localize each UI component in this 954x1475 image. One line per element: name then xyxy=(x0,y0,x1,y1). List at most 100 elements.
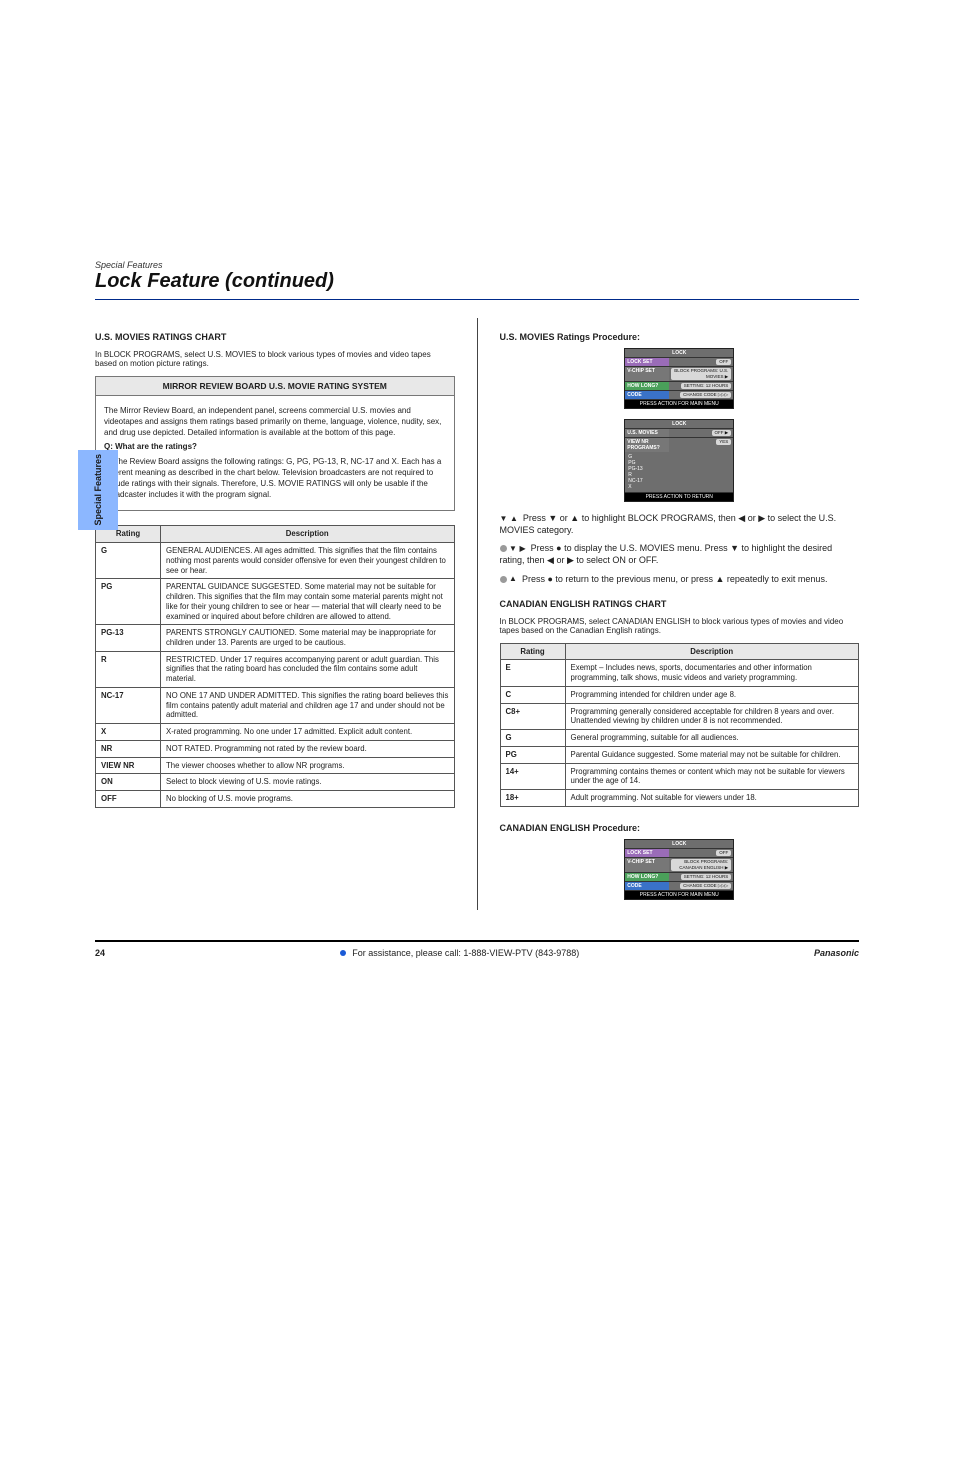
rating-desc: Programming intended for children under … xyxy=(565,686,859,703)
step-text: Press ● to display the U.S. MOVIES menu.… xyxy=(500,543,833,565)
us-col-desc: Description xyxy=(161,526,455,543)
rating-code: 14+ xyxy=(500,763,565,789)
rating-desc: RESTRICTED. Under 17 requires accompanyi… xyxy=(161,651,455,687)
rating-code: G xyxy=(500,730,565,747)
rating-desc: PARENTAL GUIDANCE SUGGESTED. Some materi… xyxy=(161,579,455,625)
rating-desc: General programming, suitable for all au… xyxy=(565,730,859,747)
triangle-down-icon: ▼ xyxy=(500,515,508,523)
ce-col-desc: Description xyxy=(565,643,859,660)
table-row: GGENERAL AUDIENCES. All ages admitted. T… xyxy=(96,543,455,579)
osd-row-value: BLOCK PROGRAMS: U.S. MOVIES ▶ xyxy=(669,367,733,381)
right-column: U.S. MOVIES Ratings Procedure: LOCK LOCK… xyxy=(500,318,860,910)
table-row: CProgramming intended for children under… xyxy=(500,686,859,703)
osd-row-label: HOW LONG? xyxy=(625,873,669,881)
blue-dot-icon xyxy=(340,950,346,956)
osd-row-value: CHANGE CODE ▷▷▷ xyxy=(669,391,733,399)
osd-value-pill: SETTING: 12 HOURS xyxy=(681,874,732,880)
review-box-body: The Mirror Review Board, an independent … xyxy=(96,396,454,510)
action-dot-icon xyxy=(500,545,507,552)
osd-row-value: OFF ▶ xyxy=(669,429,733,437)
table-row: NRNOT RATED. Programming not rated by th… xyxy=(96,740,455,757)
triangle-up-icon: ▲ xyxy=(509,575,517,583)
osd-row: VIEW NR PROGRAMS?YES xyxy=(625,437,733,452)
triangle-right-icon: ▶ xyxy=(519,545,525,553)
table-row: 18+Adult programming. Not suitable for v… xyxy=(500,790,859,807)
can-eng-intro: In BLOCK PROGRAMS, select CANADIAN ENGLI… xyxy=(500,617,860,635)
rating-code: X xyxy=(96,724,161,741)
osd-row-value: YES xyxy=(669,438,733,452)
rating-code: PG-13 xyxy=(96,625,161,651)
osd-value-pill: OFF ▶ xyxy=(712,430,732,436)
rating-code: OFF xyxy=(96,791,161,808)
side-tab: Special Features xyxy=(78,450,118,530)
table-row: GGeneral programming, suitable for all a… xyxy=(500,730,859,747)
osd-row: V-CHIP SETBLOCK PROGRAMS: U.S. MOVIES ▶ xyxy=(625,366,733,381)
step-1: ▼ ▲ Press ▼ or ▲ to highlight BLOCK PROG… xyxy=(500,512,860,536)
osd-row-label: CODE xyxy=(625,882,669,890)
osd-title: LOCK xyxy=(625,420,733,428)
column-divider xyxy=(477,318,478,910)
content-columns: U.S. MOVIES RATINGS CHART In BLOCK PROGR… xyxy=(95,318,859,910)
osd-value-pill: OFF xyxy=(716,850,731,856)
osd-foot: PRESS ACTION TO RETURN xyxy=(625,492,733,501)
table-row: VIEW NRThe viewer chooses whether to all… xyxy=(96,757,455,774)
osd-row-label: LOCK SET xyxy=(625,849,669,857)
rating-desc: NO ONE 17 AND UNDER ADMITTED. This signi… xyxy=(161,687,455,723)
side-tab-label: Special Features xyxy=(93,454,103,526)
rating-code: ON xyxy=(96,774,161,791)
osd-value-pill: YES xyxy=(716,439,731,445)
review-question: Q: What are the ratings? xyxy=(104,442,446,453)
osd-row-label: HOW LONG? xyxy=(625,382,669,390)
rating-code: PG xyxy=(500,746,565,763)
footer-note: For assistance, please call: 1-888-VIEW-… xyxy=(340,948,579,958)
rating-code: E xyxy=(500,660,565,686)
page-title: Lock Feature (continued) xyxy=(95,270,859,293)
us-movies-intro: In BLOCK PROGRAMS, select U.S. MOVIES to… xyxy=(95,350,455,368)
rating-desc: NOT RATED. Programming not rated by the … xyxy=(161,740,455,757)
table-row: OFFNo blocking of U.S. movie programs. xyxy=(96,791,455,808)
osd-row: HOW LONG? SETTING: 12 HOURS xyxy=(625,381,733,390)
us-movies-heading: U.S. MOVIES RATINGS CHART xyxy=(95,332,455,342)
rating-desc: Programming contains themes or content w… xyxy=(565,763,859,789)
step-text: Press ● to return to the previous menu, … xyxy=(522,574,828,584)
osd-row-label: U.S. MOVIES xyxy=(625,429,669,437)
table-row: PGParental Guidance suggested. Some mate… xyxy=(500,746,859,763)
table-row: 14+Programming contains themes or conten… xyxy=(500,763,859,789)
osd-row: CODECHANGE CODE ▷▷▷ xyxy=(625,881,733,890)
osd-row-value: BLOCK PROGRAMS: CANADIAN ENGLISH ▶ xyxy=(669,858,733,872)
rating-desc: Programming generally considered accepta… xyxy=(565,703,859,729)
rating-desc: No blocking of U.S. movie programs. xyxy=(161,791,455,808)
rating-code: C8+ xyxy=(500,703,565,729)
osd-title: LOCK xyxy=(625,840,733,848)
osd-row-label: CODE xyxy=(625,391,669,399)
osd-foot: PRESS ACTION FOR MAIN MENU xyxy=(625,399,733,408)
table-row: XX-rated programming. No one under 17 ad… xyxy=(96,724,455,741)
rating-desc: The viewer chooses whether to allow NR p… xyxy=(161,757,455,774)
osd-list: G PG PG-13 R NC-17 X xyxy=(625,452,733,492)
can-eng-table: Rating Description EExempt – Includes ne… xyxy=(500,643,860,807)
rating-desc: Select to block viewing of U.S. movie ra… xyxy=(161,774,455,791)
osd-row: U.S. MOVIES OFF ▶ xyxy=(625,428,733,437)
can-eng-proc-title: CANADIAN ENGLISH Procedure: xyxy=(500,823,860,833)
rating-desc: X-rated programming. No one under 17 adm… xyxy=(161,724,455,741)
review-box: MIRROR REVIEW BOARD U.S. MOVIE RATING SY… xyxy=(95,376,455,511)
review-para: The Mirror Review Board, an independent … xyxy=(104,406,446,438)
osd-value-pill: OFF xyxy=(716,359,731,365)
osd-row-value: CHANGE CODE ▷▷▷ xyxy=(669,882,733,890)
rating-code: R xyxy=(96,651,161,687)
osd-value-pill: BLOCK PROGRAMS: U.S. MOVIES ▶ xyxy=(671,368,731,380)
osd-row-value: OFF xyxy=(669,849,733,857)
rating-code: NC-17 xyxy=(96,687,161,723)
section-header: Special Features Lock Feature (continued… xyxy=(95,260,859,300)
osd-value-pill: SETTING: 12 HOURS xyxy=(681,383,732,389)
left-column: U.S. MOVIES RATINGS CHART In BLOCK PROGR… xyxy=(95,318,455,910)
page-footer: 24 For assistance, please call: 1-888-VI… xyxy=(95,940,859,958)
rating-desc: Adult programming. Not suitable for view… xyxy=(565,790,859,807)
osd-lock-menu-2: LOCK LOCK SETOFFV-CHIP SETBLOCK PROGRAMS… xyxy=(624,839,734,900)
list-item: X xyxy=(628,484,730,490)
table-row: PGPARENTAL GUIDANCE SUGGESTED. Some mate… xyxy=(96,579,455,625)
osd-row-value: SETTING: 12 HOURS xyxy=(669,873,733,881)
osd-row: HOW LONG? SETTING: 12 HOURS xyxy=(625,872,733,881)
review-box-title: MIRROR REVIEW BOARD U.S. MOVIE RATING SY… xyxy=(96,377,454,396)
rating-code: G xyxy=(96,543,161,579)
